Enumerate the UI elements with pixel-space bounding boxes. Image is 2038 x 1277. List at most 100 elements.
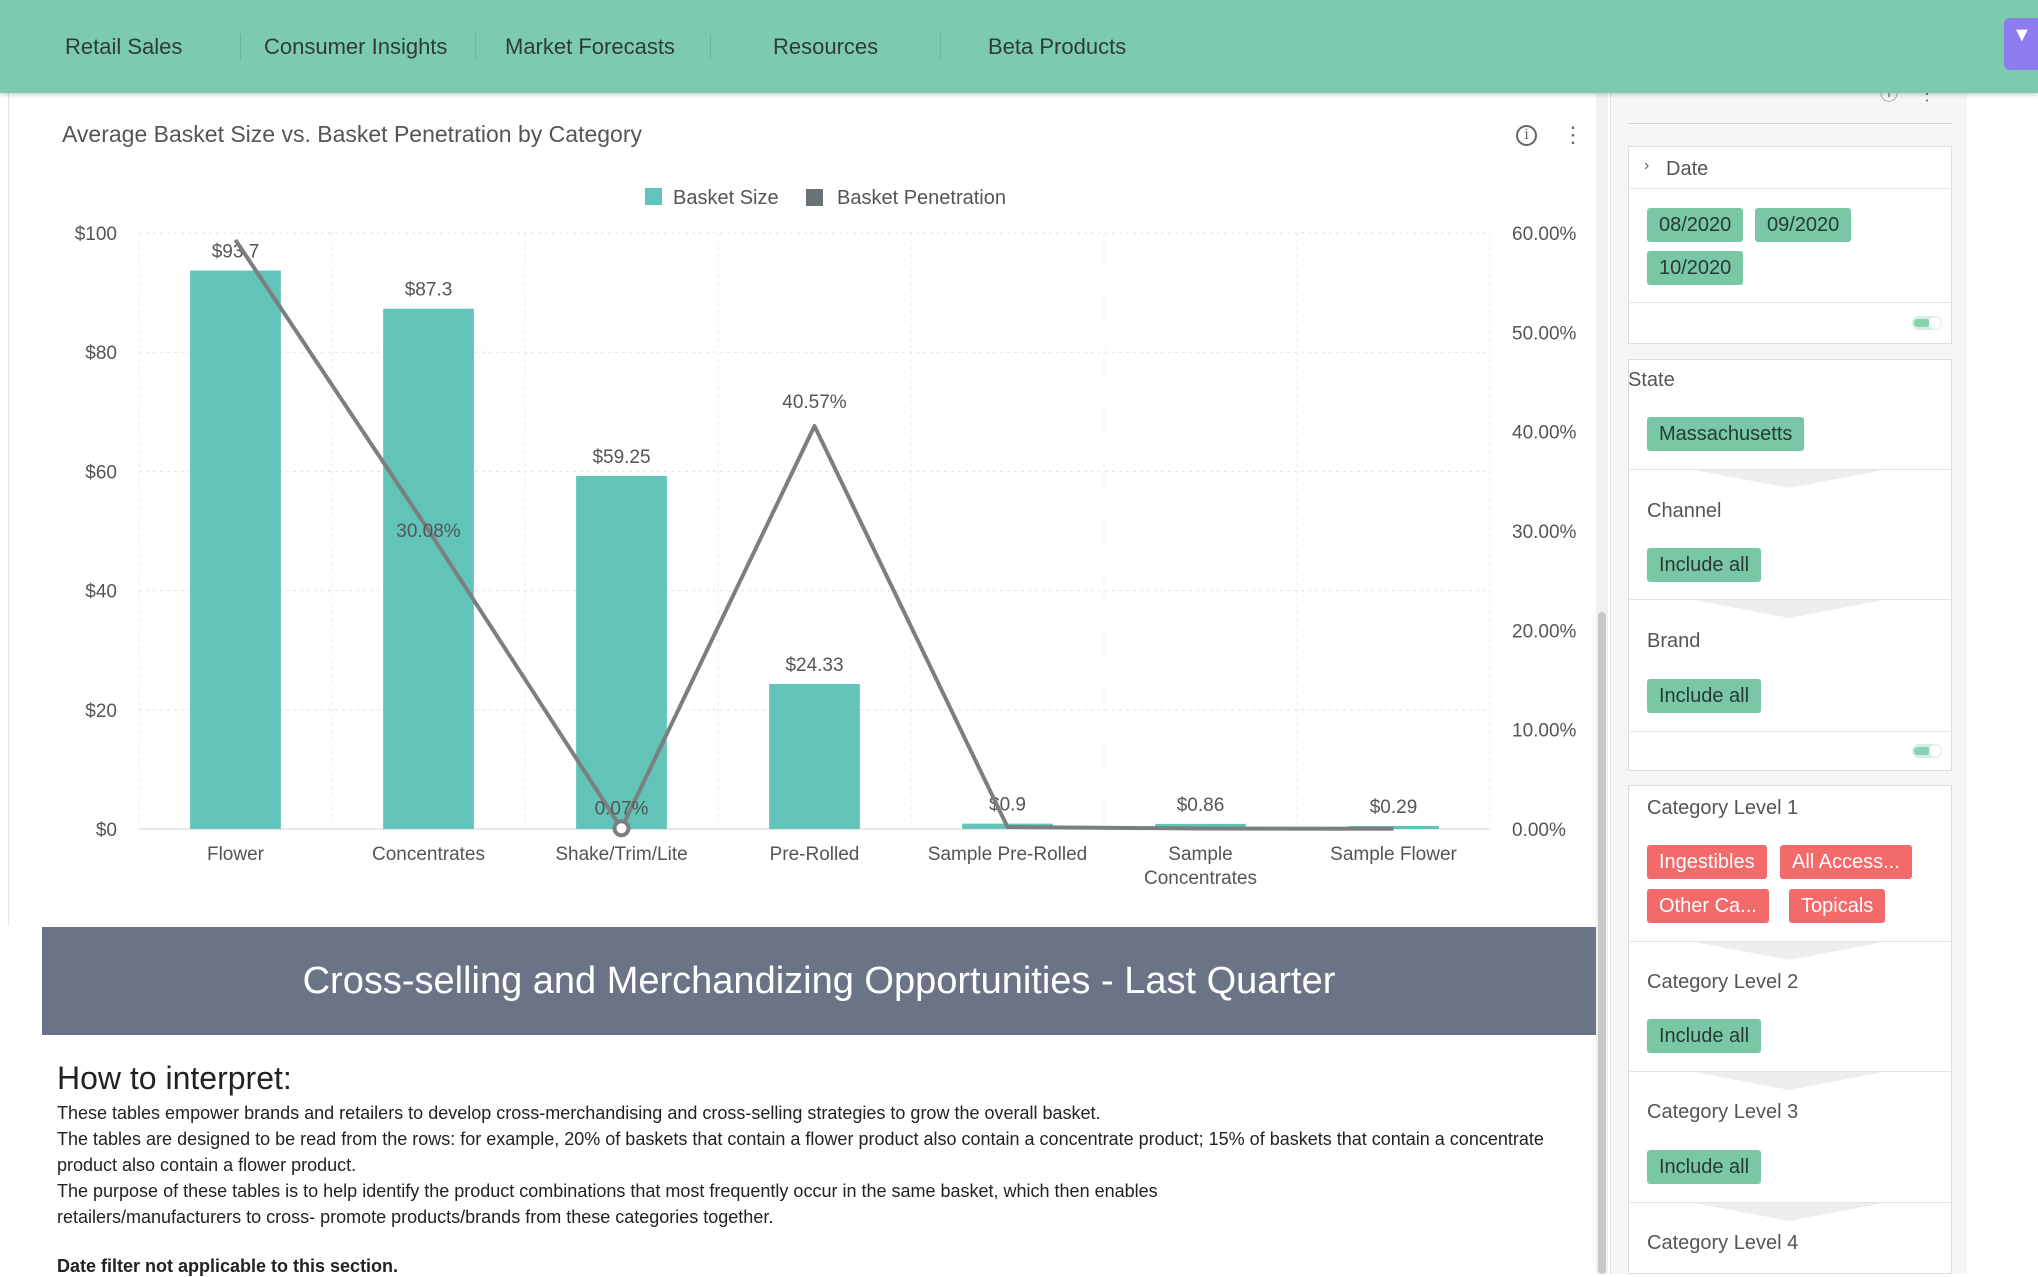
filter-label-category-1: Category Level 1 [1647,797,1799,819]
nav-item-retail-sales[interactable]: Retail Sales [65,34,183,59]
line-basket-penetration[interactable] [233,238,1394,831]
y-left-tick-label: $20 [85,701,117,722]
y-left-tick-label: $80 [85,343,117,364]
line-value-label: 0.07% [595,798,649,819]
x-tick-label: Sample Pre-Rolled [928,844,1087,865]
filter-chip-date[interactable]: 08/2020 [1647,208,1744,242]
filter-label-brand: Brand [1647,630,1701,652]
line-point-marker[interactable] [612,819,631,838]
top-nav: Retail Sales Consumer Insights Market Fo… [0,0,2038,93]
filter-card-date [1628,146,1952,344]
section-arrow [1694,470,1884,488]
section-banner: Cross-selling and Merchandizing Opportun… [42,927,1596,1035]
filter-chip-date[interactable]: 10/2020 [1647,251,1744,285]
nav-separator [710,34,711,60]
nav-separator [240,34,241,60]
y-axis-left: $0 $20 $40 $60 $80 $100 [75,224,117,841]
y-right-tick-label: 20.00% [1512,621,1577,642]
y-right-tick-label: 60.00% [1512,224,1577,245]
bar-basket-size[interactable] [383,308,474,829]
interpret-paragraph: The tables are designed to be read from … [57,1129,1544,1175]
bar-value-label: $87.3 [405,280,453,301]
x-tick-label: Sample [1168,844,1232,865]
bar-basket-size[interactable] [1155,823,1246,829]
y-left-tick-label: $60 [85,462,117,483]
interpret-note: Date filter not applicable to this secti… [57,1256,399,1276]
divider [1628,302,1952,303]
filter-chip-state[interactable]: Massachusetts [1647,417,1805,451]
y-right-tick-label: 10.00% [1512,721,1577,742]
x-tick-label: Pre-Rolled [770,844,860,865]
y-axis-right: 0.00% 10.00% 20.00% 30.00% 40.00% 50.00% 60.00… [1512,224,1577,841]
bar-value-label: $0.29 [1370,797,1418,818]
nav-item-consumer-insights[interactable]: Consumer Insights [264,34,448,59]
chevron-down-icon: ▼ [2012,24,2032,46]
info-icon[interactable]: i [1516,125,1537,146]
y-left-tick-label: $0 [96,820,117,841]
more-options-icon[interactable]: ⋮ [1562,122,1584,147]
divider [1628,599,1952,600]
x-tick-label: Concentrates [372,844,485,865]
filter-label-channel: Channel [1647,500,1722,522]
divider [1628,469,1952,470]
content-border [8,93,9,926]
line-value-label: 40.57% [782,392,847,413]
filter-label-category-3: Category Level 3 [1647,1101,1799,1123]
divider [1628,731,1952,732]
legend-swatch-basket-size [645,188,662,205]
bar-series [190,270,1439,830]
bar-basket-size[interactable] [190,270,281,830]
scrollbar-thumb[interactable] [1598,612,1606,1274]
section-arrow [1694,1203,1884,1221]
x-axis: Flower Concentrates Shake/Trim/Lite Pre-Rol… [207,844,1458,889]
y-right-tick-label: 30.00% [1512,522,1577,543]
user-menu-button[interactable]: ▼ [2004,18,2038,70]
filter-chip-category-1[interactable]: All Access... [1780,845,1912,879]
section-arrow [1694,600,1884,618]
chevron-right-icon[interactable]: › [1644,157,1650,174]
interpret-heading: How to interpret: [57,1060,292,1096]
filter-chip-brand[interactable]: Include all [1647,679,1762,713]
location-toggle[interactable] [1912,744,1942,758]
interpret-paragraph: These tables empower brands and retailer… [57,1103,1101,1123]
x-tick-label: Shake/Trim/Lite [555,844,687,865]
y-right-tick-label: 40.00% [1512,423,1577,444]
bar-basket-size[interactable] [769,683,860,829]
y-right-tick-label: 0.00% [1512,820,1566,841]
filter-chip-category-1[interactable]: Other Ca... [1647,889,1769,923]
nav-separator [940,34,941,60]
nav-item-beta-products[interactable]: Beta Products [988,34,1127,59]
legend-swatch-basket-penetration [806,189,823,206]
chart-title: Average Basket Size vs. Basket Penetrati… [62,121,642,147]
divider [1628,1071,1952,1072]
filter-chip-category-3[interactable]: Include all [1647,1150,1762,1184]
filter-chip-date[interactable]: 09/2020 [1755,208,1852,242]
section-arrow [1694,942,1884,960]
bar-value-label: $24.33 [785,655,843,676]
x-tick-label: Sample Flower [1330,844,1457,865]
nav-item-resources[interactable]: Resources [773,34,879,59]
interpret-paragraph: The purpose of these tables is to help i… [57,1181,1158,1227]
x-tick-label: Flower [207,844,265,865]
y-left-tick-label: $100 [75,224,117,245]
line-value-label: 30.08% [396,521,461,542]
filter-label-date[interactable]: Date [1666,158,1709,180]
basket-chart: Basket Size Basket Penetration $0$20$40$… [75,187,1577,889]
y-left-tick-label: $40 [85,582,117,603]
filter-chip-category-1[interactable]: Ingestibles [1647,845,1767,879]
filter-chip-category-1[interactable]: Topicals [1789,889,1886,923]
divider [1628,1202,1952,1203]
nav-separator [475,34,476,60]
bar-value-label: $93.7 [212,242,260,263]
legend-label-basket-size[interactable]: Basket Size [673,187,779,209]
legend-label-basket-penetration[interactable]: Basket Penetration [837,187,1006,209]
filter-label-state: State [1628,369,1675,391]
divider [1628,123,1952,124]
filter-label-category-4: Category Level 4 [1647,1232,1799,1254]
filter-chip-category-2[interactable]: Include all [1647,1019,1762,1053]
filter-chip-channel[interactable]: Include all [1647,548,1762,582]
bar-basket-size[interactable] [576,475,667,829]
section-title: Cross-selling and Merchandizing Opportun… [302,960,1336,1002]
date-toggle[interactable] [1912,316,1942,330]
nav-item-market-forecasts[interactable]: Market Forecasts [505,34,675,59]
